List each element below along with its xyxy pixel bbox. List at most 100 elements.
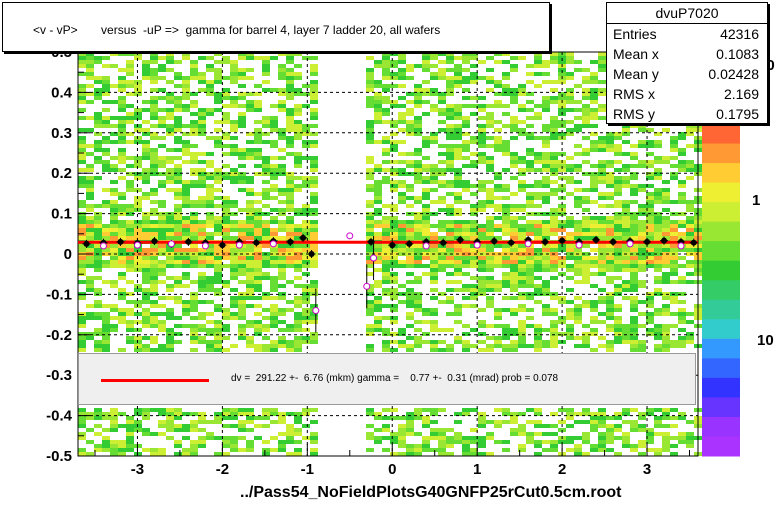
heat-cell: [582, 188, 590, 192]
heat-cell: [134, 128, 142, 132]
heat-cell: [566, 300, 574, 304]
heat-cell: [446, 104, 454, 108]
heat-cell: [422, 308, 430, 312]
heat-cell: [454, 56, 462, 60]
heat-cell: [126, 260, 134, 264]
heat-cell: [182, 192, 190, 196]
heat-cell: [142, 140, 150, 144]
heat-cell: [142, 324, 150, 328]
heat-cell: [638, 228, 646, 232]
heat-cell: [158, 184, 166, 188]
heat-cell: [126, 428, 134, 432]
heat-cell: [142, 76, 150, 80]
heat-cell: [118, 452, 126, 456]
heat-cell: [686, 336, 694, 340]
heat-cell: [590, 60, 598, 64]
heat-cell: [174, 148, 182, 152]
heat-cell: [222, 176, 230, 180]
heat-cell: [630, 172, 638, 176]
heat-cell: [566, 448, 574, 452]
heat-cell: [670, 272, 678, 276]
heat-cell: [662, 156, 670, 160]
heat-cell: [590, 72, 598, 76]
heat-cell: [190, 76, 198, 80]
heat-cell: [310, 332, 318, 336]
heat-cell: [454, 312, 462, 316]
heat-cell: [150, 260, 158, 264]
heat-cell: [446, 164, 454, 168]
heat-cell: [286, 88, 294, 92]
heat-cell: [238, 428, 246, 432]
heat-cell: [286, 60, 294, 64]
heat-cell: [654, 200, 662, 204]
heat-cell: [646, 236, 654, 240]
heat-cell: [294, 88, 302, 92]
heat-cell: [110, 216, 118, 220]
y-tick-label: -0.1: [46, 286, 72, 303]
heat-cell: [494, 284, 502, 288]
heat-cell: [374, 140, 382, 144]
heat-cell: [646, 128, 654, 132]
heat-cell: [118, 248, 126, 252]
heat-cell: [150, 116, 158, 120]
heat-cell: [654, 344, 662, 348]
heat-cell: [246, 448, 254, 452]
heat-cell: [462, 180, 470, 184]
heat-cell: [94, 328, 102, 332]
stats-value: 42316: [720, 26, 759, 42]
heat-cell: [214, 328, 222, 332]
heat-cell: [382, 96, 390, 100]
heat-cell: [158, 448, 166, 452]
heat-cell: [118, 236, 126, 240]
heat-cell: [646, 220, 654, 224]
heat-cell: [310, 164, 318, 168]
heat-cell: [654, 420, 662, 424]
heat-cell: [614, 424, 622, 428]
heat-cell: [142, 180, 150, 184]
heat-cell: [590, 304, 598, 308]
heat-cell: [622, 244, 630, 248]
heat-cell: [574, 336, 582, 340]
heat-cell: [110, 156, 118, 160]
heat-cell: [278, 168, 286, 172]
heat-cell: [454, 116, 462, 120]
heat-cell: [294, 268, 302, 272]
heat-cell: [494, 144, 502, 148]
heat-cell: [622, 340, 630, 344]
heat-cell: [222, 412, 230, 416]
heat-cell: [166, 428, 174, 432]
heat-cell: [214, 304, 222, 308]
heat-cell: [174, 228, 182, 232]
heat-cell: [270, 124, 278, 128]
heat-cell: [102, 168, 110, 172]
heat-cell: [654, 276, 662, 280]
heat-cell: [454, 256, 462, 260]
heat-cell: [526, 204, 534, 208]
heat-cell: [494, 420, 502, 424]
heat-cell: [622, 168, 630, 172]
heat-cell: [150, 232, 158, 236]
heat-cell: [462, 68, 470, 72]
heat-cell: [614, 304, 622, 308]
heat-cell: [638, 452, 646, 456]
heat-cell: [390, 320, 398, 324]
heat-cell: [470, 184, 478, 188]
heat-cell: [94, 156, 102, 160]
heat-cell: [470, 192, 478, 196]
heat-cell: [430, 420, 438, 424]
heat-cell: [430, 104, 438, 108]
heat-cell: [118, 124, 126, 128]
heat-cell: [414, 64, 422, 68]
heat-cell: [422, 176, 430, 180]
heat-cell: [94, 344, 102, 348]
heat-cell: [590, 348, 598, 352]
heat-cell: [382, 408, 390, 412]
palette-band: [702, 124, 740, 145]
heat-cell: [422, 56, 430, 60]
heat-cell: [102, 412, 110, 416]
heat-cell: [606, 324, 614, 328]
heat-cell: [134, 232, 142, 236]
heat-cell: [510, 128, 518, 132]
heat-cell: [646, 408, 654, 412]
heat-cell: [382, 316, 390, 320]
